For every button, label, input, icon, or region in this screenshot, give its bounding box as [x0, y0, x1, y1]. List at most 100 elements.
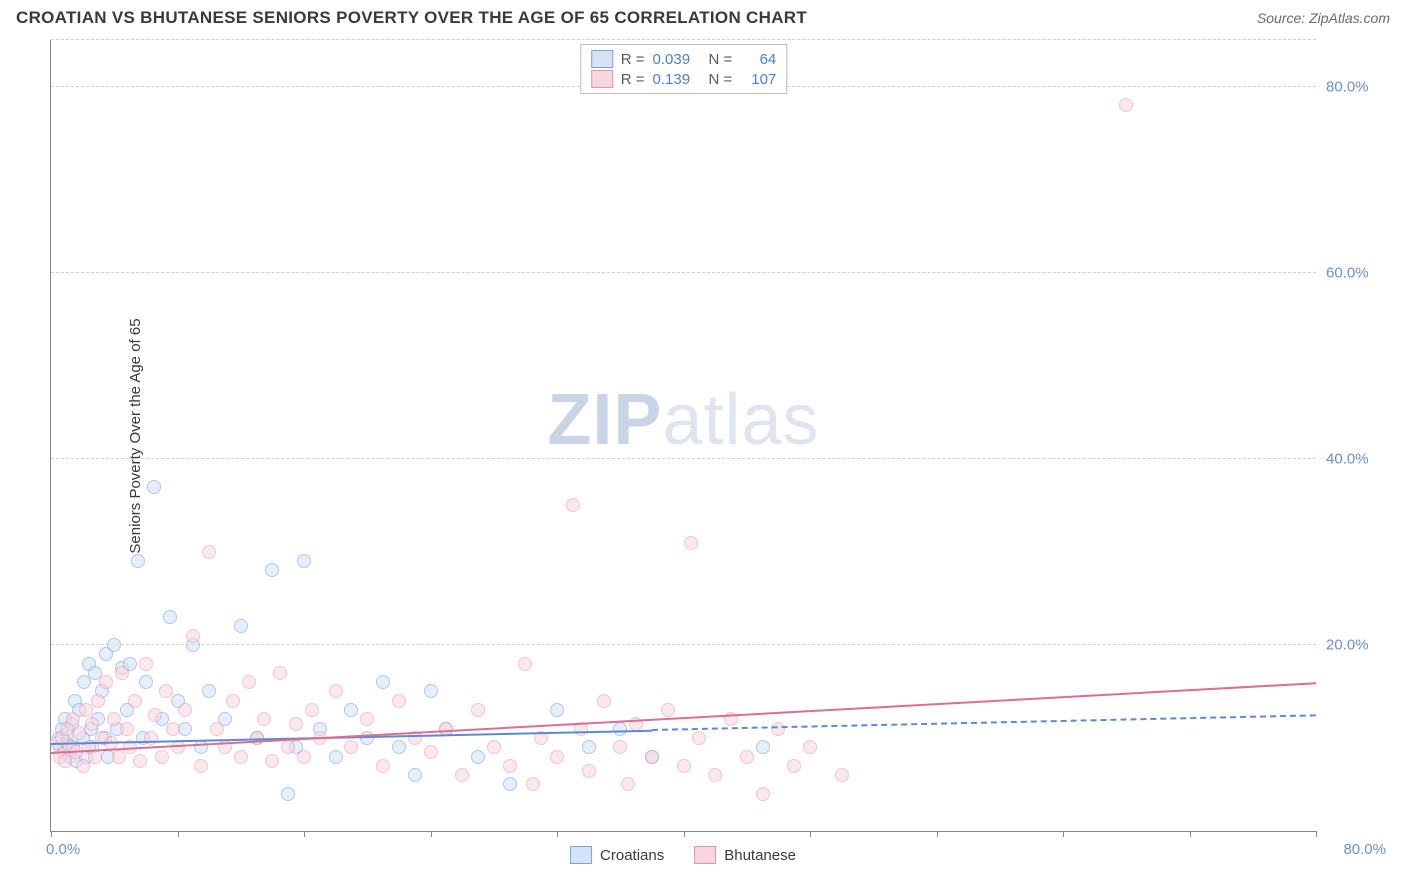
header: CROATIAN VS BHUTANESE SENIORS POVERTY OV…	[0, 0, 1406, 28]
data-point	[503, 759, 517, 773]
r-value: 0.139	[653, 71, 701, 88]
x-tick	[178, 831, 179, 837]
data-point	[139, 675, 153, 689]
data-point	[756, 740, 770, 754]
correlation-box: R =0.039N =64R =0.139N =107	[580, 44, 788, 94]
data-point	[265, 754, 279, 768]
data-point	[503, 777, 517, 791]
x-tick	[304, 831, 305, 837]
x-max-label: 80.0%	[1343, 841, 1386, 858]
data-point	[392, 694, 406, 708]
data-point	[107, 638, 121, 652]
x-tick	[810, 831, 811, 837]
data-point	[771, 722, 785, 736]
data-point	[281, 787, 295, 801]
gridline	[51, 458, 1316, 459]
data-point	[265, 563, 279, 577]
data-point	[186, 629, 200, 643]
legend-item: Bhutanese	[694, 846, 796, 864]
plot-region: ZIPatlas 20.0%40.0%60.0%80.0%R =0.039N =…	[50, 40, 1316, 832]
data-point	[79, 703, 93, 717]
data-point	[226, 694, 240, 708]
legend-label: Bhutanese	[724, 847, 796, 864]
data-point	[72, 726, 86, 740]
data-point	[107, 712, 121, 726]
x-tick	[1063, 831, 1064, 837]
x-tick	[684, 831, 685, 837]
data-point	[661, 703, 675, 717]
data-point	[329, 684, 343, 698]
data-point	[281, 740, 295, 754]
legend-item: Croatians	[570, 846, 664, 864]
data-point	[550, 703, 564, 717]
data-point	[242, 675, 256, 689]
trend-line	[652, 715, 1316, 732]
data-point	[376, 759, 390, 773]
data-point	[408, 768, 422, 782]
data-point	[297, 750, 311, 764]
data-point	[344, 703, 358, 717]
data-point	[66, 712, 80, 726]
data-point	[684, 536, 698, 550]
data-point	[708, 768, 722, 782]
data-point	[392, 740, 406, 754]
y-tick-label: 80.0%	[1326, 78, 1386, 95]
data-point	[455, 768, 469, 782]
x-tick	[557, 831, 558, 837]
data-point	[202, 545, 216, 559]
data-point	[344, 740, 358, 754]
data-point	[376, 675, 390, 689]
y-tick-label: 40.0%	[1326, 450, 1386, 467]
x-origin-label: 0.0%	[46, 841, 80, 858]
data-point	[128, 694, 142, 708]
correlation-row: R =0.039N =64	[591, 49, 777, 69]
data-point	[297, 554, 311, 568]
data-point	[202, 684, 216, 698]
data-point	[692, 731, 706, 745]
data-point	[194, 740, 208, 754]
data-point	[740, 750, 754, 764]
data-point	[120, 722, 134, 736]
data-point	[487, 740, 501, 754]
data-point	[234, 619, 248, 633]
watermark-light: atlas	[662, 380, 819, 460]
chart-title: CROATIAN VS BHUTANESE SENIORS POVERTY OV…	[16, 8, 807, 28]
data-point	[582, 764, 596, 778]
data-point	[178, 722, 192, 736]
data-point	[257, 712, 271, 726]
data-point	[582, 740, 596, 754]
n-value: 64	[740, 51, 776, 68]
legend: Croatians Bhutanese	[570, 846, 796, 864]
data-point	[677, 759, 691, 773]
watermark: ZIPatlas	[547, 379, 819, 461]
data-point	[273, 666, 287, 680]
data-point	[163, 610, 177, 624]
data-point	[133, 754, 147, 768]
data-point	[131, 554, 145, 568]
data-point	[360, 712, 374, 726]
data-point	[803, 740, 817, 754]
n-value: 107	[740, 71, 776, 88]
data-point	[621, 777, 635, 791]
data-point	[289, 717, 303, 731]
data-point	[76, 759, 90, 773]
data-point	[1119, 98, 1133, 112]
correlation-row: R =0.139N =107	[591, 69, 777, 89]
data-point	[115, 666, 129, 680]
series-swatch	[591, 50, 613, 68]
legend-label: Croatians	[600, 847, 664, 864]
data-point	[787, 759, 801, 773]
data-point	[613, 722, 627, 736]
data-point	[471, 750, 485, 764]
legend-swatch	[570, 846, 592, 864]
data-point	[471, 703, 485, 717]
data-point	[526, 777, 540, 791]
data-point	[85, 717, 99, 731]
data-point	[159, 684, 173, 698]
data-point	[194, 759, 208, 773]
x-tick	[937, 831, 938, 837]
chart-area: Seniors Poverty Over the Age of 65 ZIPat…	[50, 40, 1316, 832]
gridline	[51, 39, 1316, 40]
data-point	[645, 750, 659, 764]
data-point	[166, 722, 180, 736]
